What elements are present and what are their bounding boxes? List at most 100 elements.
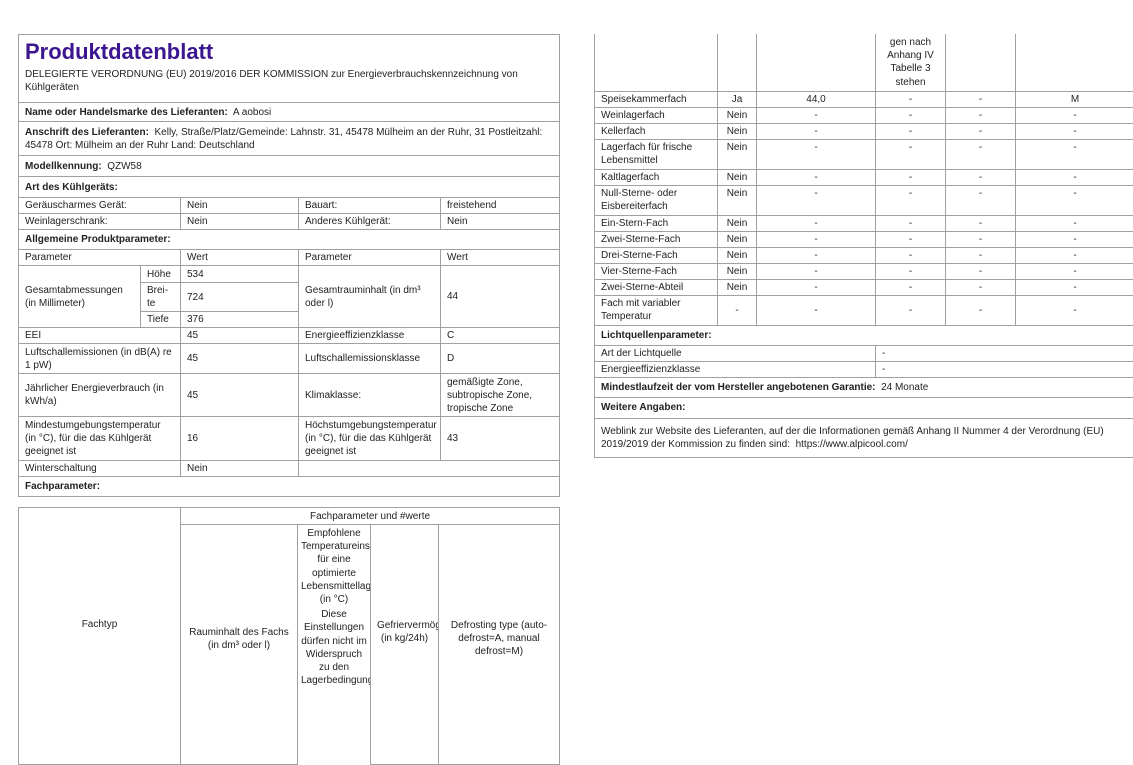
supplier-name-value: A aobosi	[233, 107, 271, 118]
width-value: 724	[181, 283, 299, 312]
supplier-name-label: Name oder Handelsmarke des Lieferanten:	[25, 107, 228, 118]
compartment-volume-cell: -	[757, 139, 876, 169]
min-temp-label: Mindestumgebungstemperatur (in °C), für …	[19, 417, 181, 461]
compartment-freeze-cell: -	[946, 91, 1016, 107]
warranty-label: Mindestlaufzeit der vom Hersteller angeb…	[601, 382, 876, 393]
compartment-defrost-cell: -	[1016, 139, 1133, 169]
winter-value: Nein	[181, 461, 299, 477]
winter-label: Winterschaltung	[19, 461, 181, 477]
light-type-label: Art der Lichtquelle	[595, 345, 876, 361]
noise-value: 45	[181, 344, 299, 374]
noise-class-label: Luftschallemissionsklasse	[299, 344, 441, 374]
compartment-volume-cell: -	[757, 263, 876, 279]
compartment-freeze-cell: -	[946, 279, 1016, 295]
col-value: Wert	[181, 250, 299, 266]
col-parameter-2: Parameter	[299, 250, 441, 266]
model-label: Modellkennung:	[25, 161, 102, 172]
compartment-type-cell: Fach mit variabler Temperatur	[595, 295, 718, 325]
compartment-present-cell: Nein	[718, 215, 757, 231]
compartment-defrost-cell: -	[1016, 169, 1133, 185]
model-value: QZW58	[107, 161, 141, 172]
col-compartment-type: Fachtyp	[19, 508, 181, 765]
wine-cabinet-value: Nein	[181, 214, 299, 230]
compartment-temp-cell: -	[876, 263, 946, 279]
low-noise-label: Geräuscharmes Gerät:	[19, 198, 181, 214]
compartment-defrost-cell: M	[1016, 91, 1133, 107]
compartment-volume-cell: -	[757, 279, 876, 295]
eei-label: EEI	[19, 328, 181, 344]
annual-energy-value: 45	[181, 374, 299, 417]
height-label: Höhe	[141, 266, 181, 283]
empty-cell	[299, 461, 560, 477]
col-value-2: Wert	[441, 250, 560, 266]
compartment-header-table: Fachtyp Fachparameter und #werte Rauminh…	[18, 507, 560, 765]
compartment-defrost-cell: -	[1016, 123, 1133, 139]
compartment-freeze-cell: -	[946, 263, 1016, 279]
compartment-volume-cell: -	[757, 123, 876, 139]
compartment-group-header: Fachparameter und #werte	[181, 508, 560, 525]
col-recommended-temp: Empfohlene Temperatureinstellung für ein…	[301, 527, 367, 606]
compartment-present-cell: Nein	[718, 185, 757, 215]
compartment-type-cell: Kaltlagerfach	[595, 169, 718, 185]
compartment-volume-cell: -	[757, 231, 876, 247]
volume-value: 44	[441, 266, 560, 328]
compartment-defrost-cell: -	[1016, 231, 1133, 247]
wine-cabinet-label: Weinlagerschrank:	[19, 214, 181, 230]
compartment-defrost-cell: -	[1016, 107, 1133, 123]
further-info-text-cell: Weblink zur Website des Lieferanten, auf…	[595, 418, 1133, 457]
energy-class-value: C	[441, 328, 560, 344]
compartment-temp-cell: -	[876, 139, 946, 169]
compartment-volume-cell: -	[757, 215, 876, 231]
compartment-volume-cell: 44,0	[757, 91, 876, 107]
compartment-type-cell: Weinlagerfach	[595, 107, 718, 123]
supplier-address-label: Anschrift des Lieferanten:	[25, 127, 149, 138]
compartment-freeze-cell: -	[946, 123, 1016, 139]
compartment-volume-cell: -	[757, 107, 876, 123]
compartment-present-cell: Nein	[718, 231, 757, 247]
compartment-type-cell: Kellerfach	[595, 123, 718, 139]
compartment-row: Fach mit variabler Temperatur-----	[595, 295, 1133, 325]
compartment-temp-cell: -	[876, 215, 946, 231]
climate-class-label: Klimaklasse:	[299, 374, 441, 417]
general-params-heading: Allgemeine Produktparameter:	[19, 230, 560, 250]
compartment-type-cell: Zwei-Sterne-Abteil	[595, 279, 718, 295]
compartment-values-table: gen nach Anhang IV Tabelle 3 stehen Spei…	[594, 34, 1133, 458]
light-type-value: -	[876, 345, 1133, 361]
compartment-volume-cell: -	[757, 247, 876, 263]
low-noise-value: Nein	[181, 198, 299, 214]
compartment-freeze-cell: -	[946, 107, 1016, 123]
appliance-type-heading: Art des Kühlgeräts:	[19, 177, 560, 198]
compartment-defrost-cell: -	[1016, 185, 1133, 215]
col-recommended-temp-note-continued: gen nach Anhang IV Tabelle 3 stehen	[876, 34, 946, 91]
compartment-freeze-cell: -	[946, 215, 1016, 231]
compartment-volume-cell: -	[757, 169, 876, 185]
width-label: Brei-te	[141, 283, 181, 312]
volume-label: Gesamtrauminhalt (in dm³ oder l)	[299, 266, 441, 328]
compartment-params-heading: Fachparameter:	[19, 477, 560, 497]
compartment-defrost-cell: -	[1016, 263, 1133, 279]
compartment-temp-cell: -	[876, 107, 946, 123]
compartment-temp-cell: -	[876, 279, 946, 295]
warranty-value: 24 Monate	[881, 382, 928, 393]
col-defrost-type: Defrosting type (auto-defrost=A, manual …	[439, 525, 560, 765]
compartment-present-cell: Nein	[718, 263, 757, 279]
compartment-type-cell: Null-Sterne- oder Eisbereiterfach	[595, 185, 718, 215]
annual-energy-label: Jährlicher Energieverbrauch (in kWh/a)	[19, 374, 181, 417]
height-value: 534	[181, 266, 299, 283]
compartment-defrost-cell: -	[1016, 247, 1133, 263]
compartment-type-cell: Drei-Sterne-Fach	[595, 247, 718, 263]
supplier-weblink[interactable]: https://www.alpicool.com/	[796, 439, 908, 450]
col-compartment-volume: Rauminhalt des Fachs (in dm³ oder l)	[181, 525, 298, 765]
light-class-value: -	[876, 361, 1133, 377]
compartment-defrost-cell: -	[1016, 295, 1133, 325]
compartment-temp-cell: -	[876, 123, 946, 139]
